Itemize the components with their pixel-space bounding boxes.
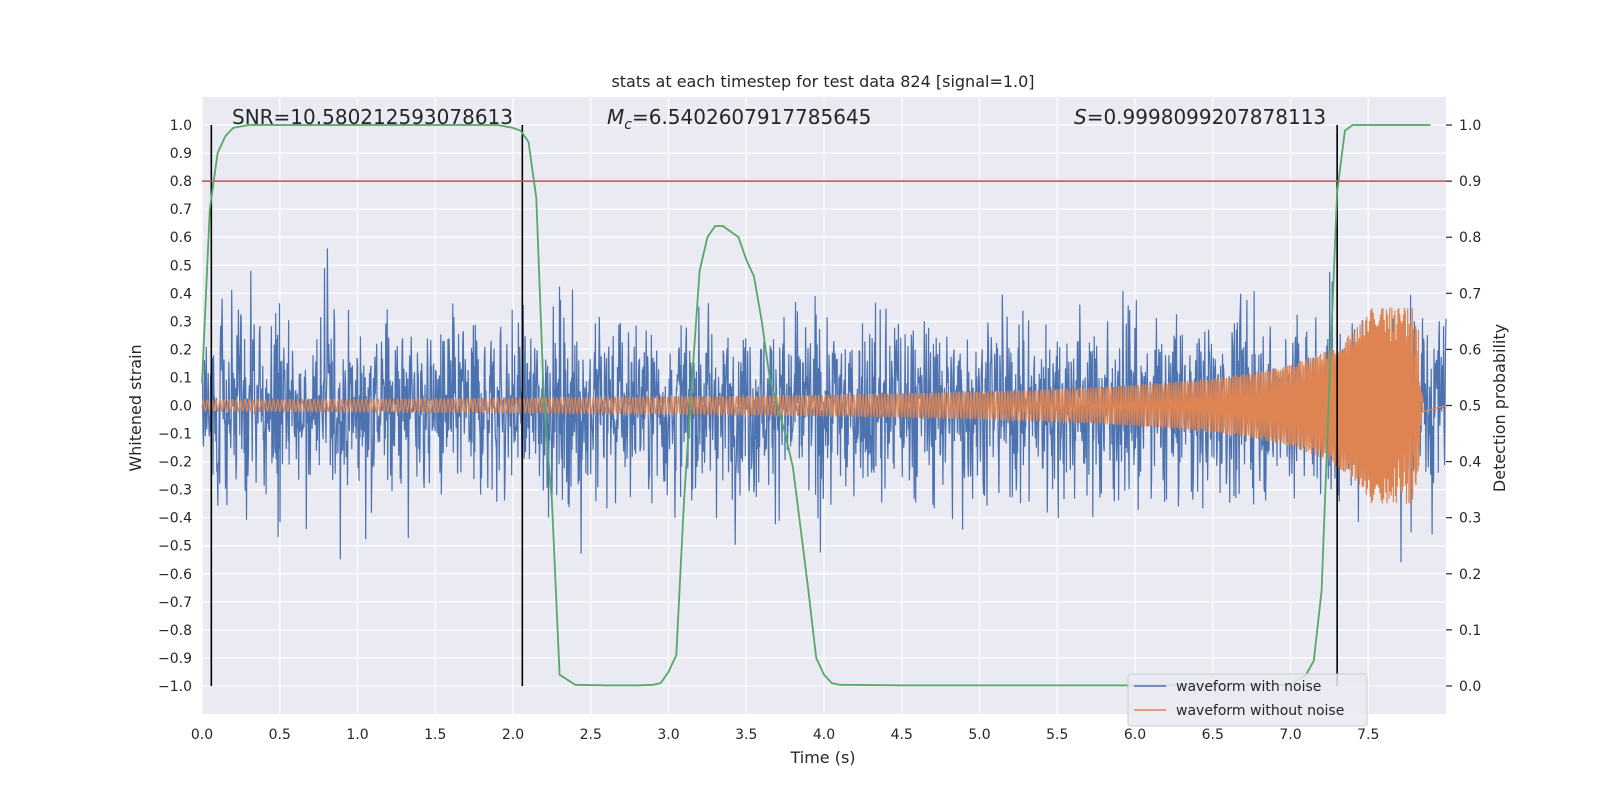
y2-tick-label: 1.0 — [1459, 118, 1481, 134]
x-tick-label: 3.5 — [735, 727, 757, 743]
y-tick-label: −0.5 — [158, 539, 192, 555]
y-tick-label: 1.0 — [170, 118, 192, 134]
chirp-mass-value: =6.5402607917785645 — [632, 105, 871, 129]
x-tick-label: 5.5 — [1046, 727, 1068, 743]
x-tick-label: 6.5 — [1202, 727, 1224, 743]
y-tick-label: −0.9 — [158, 651, 192, 667]
y2-tick-label: 0.5 — [1459, 399, 1481, 415]
x-tick-label: 4.0 — [813, 727, 835, 743]
y2-tick-label: 0.6 — [1459, 342, 1481, 358]
y-tick-label: 0.4 — [170, 286, 192, 302]
series-waveform-without-noise — [201, 307, 1447, 504]
x-tick-label: 7.0 — [1279, 727, 1301, 743]
x-tick-label: 1.5 — [424, 727, 446, 743]
vertical-markers — [210, 125, 1338, 686]
x-tick-label: 3.0 — [657, 727, 679, 743]
y-tick-label: 0.0 — [170, 399, 192, 415]
x-axis-label: Time (s) — [789, 748, 855, 767]
y2-tick-label: 0.1 — [1459, 623, 1481, 639]
x-tick-label: 6.0 — [1124, 727, 1146, 743]
legend-box — [1127, 673, 1368, 727]
chirp-mass-annotation: Mc=6.5402607917785645 — [607, 105, 871, 133]
y-tick-label: 0.6 — [170, 230, 192, 246]
y2-tick-label: 0.4 — [1459, 455, 1481, 471]
y2-tick-label: 0.0 — [1459, 679, 1481, 695]
y-tick-label: −0.6 — [158, 567, 192, 583]
score-symbol: S — [1074, 105, 1087, 129]
x-tick-label: 4.5 — [891, 727, 913, 743]
x-tick-label: 7.5 — [1357, 727, 1379, 743]
y-ticks: −1.0 −0.9 −0.8 −0.7 −0.6 −0.5 −0.4 −0.3 −0.2 −0.1… — [158, 118, 192, 695]
score-annotation: S=0.9998099207878113 — [1074, 105, 1326, 129]
y-tick-label: 0.2 — [170, 342, 192, 358]
snr-annotation: SNR=10.580212593078613 — [232, 105, 513, 129]
x-tick-label: 2.5 — [580, 727, 602, 743]
x-tick-label: 5.0 — [968, 727, 990, 743]
score-value: =0.9998099207878113 — [1087, 105, 1326, 129]
y-tick-label: 0.5 — [170, 258, 192, 274]
chart-title: stats at each timestep for test data 824… — [611, 72, 1034, 91]
x-ticks: 0.0 0.5 1.0 1.5 2.0 2.5 3.0 3.5 4.0 4.5 5.0 5.5 6.0 6… — [191, 727, 1380, 743]
y2-ticks: 0.0 0.1 0.2 0.3 0.4 0.5 0.6 0.7 0.8 0.9 1.0 — [1446, 118, 1481, 695]
x-tick-label: 0.0 — [191, 727, 213, 743]
y-tick-label: 0.1 — [170, 370, 192, 386]
y2-tick-label: 0.2 — [1459, 567, 1481, 583]
y-tick-label: −0.8 — [158, 623, 192, 639]
y-tick-label: 0.9 — [170, 146, 192, 162]
y-tick-label: −0.1 — [158, 427, 192, 443]
legend: waveform with noise waveform without noi… — [1127, 673, 1368, 727]
y-tick-label: 0.8 — [170, 174, 192, 190]
y-tick-label: −1.0 — [158, 679, 192, 695]
clean-series — [201, 307, 1447, 504]
y2-axis-label: Detection probability — [1490, 324, 1509, 492]
y-axis-label: Whitened strain — [126, 344, 145, 471]
chirp-mass-symbol: M — [607, 105, 624, 129]
y-tick-label: −0.2 — [158, 455, 192, 471]
x-tick-label: 1.0 — [346, 727, 368, 743]
x-tick-label: 2.0 — [502, 727, 524, 743]
y-tick-label: −0.7 — [158, 595, 192, 611]
y2-tick-label: 0.3 — [1459, 511, 1481, 527]
y2-tick-label: 0.8 — [1459, 230, 1481, 246]
legend-label-clean: waveform without noise — [1176, 703, 1344, 719]
y-tick-label: −0.3 — [158, 483, 192, 499]
y-tick-label: 0.7 — [170, 202, 192, 218]
y2-tick-label: 0.7 — [1459, 286, 1481, 302]
y-tick-label: −0.4 — [158, 511, 192, 527]
x-tick-label: 0.5 — [269, 727, 291, 743]
y-tick-label: 0.3 — [170, 314, 192, 330]
chirp-mass-subscript: c — [624, 117, 632, 133]
legend-label-noise: waveform with noise — [1176, 679, 1321, 695]
y2-tick-label: 0.9 — [1459, 174, 1481, 190]
